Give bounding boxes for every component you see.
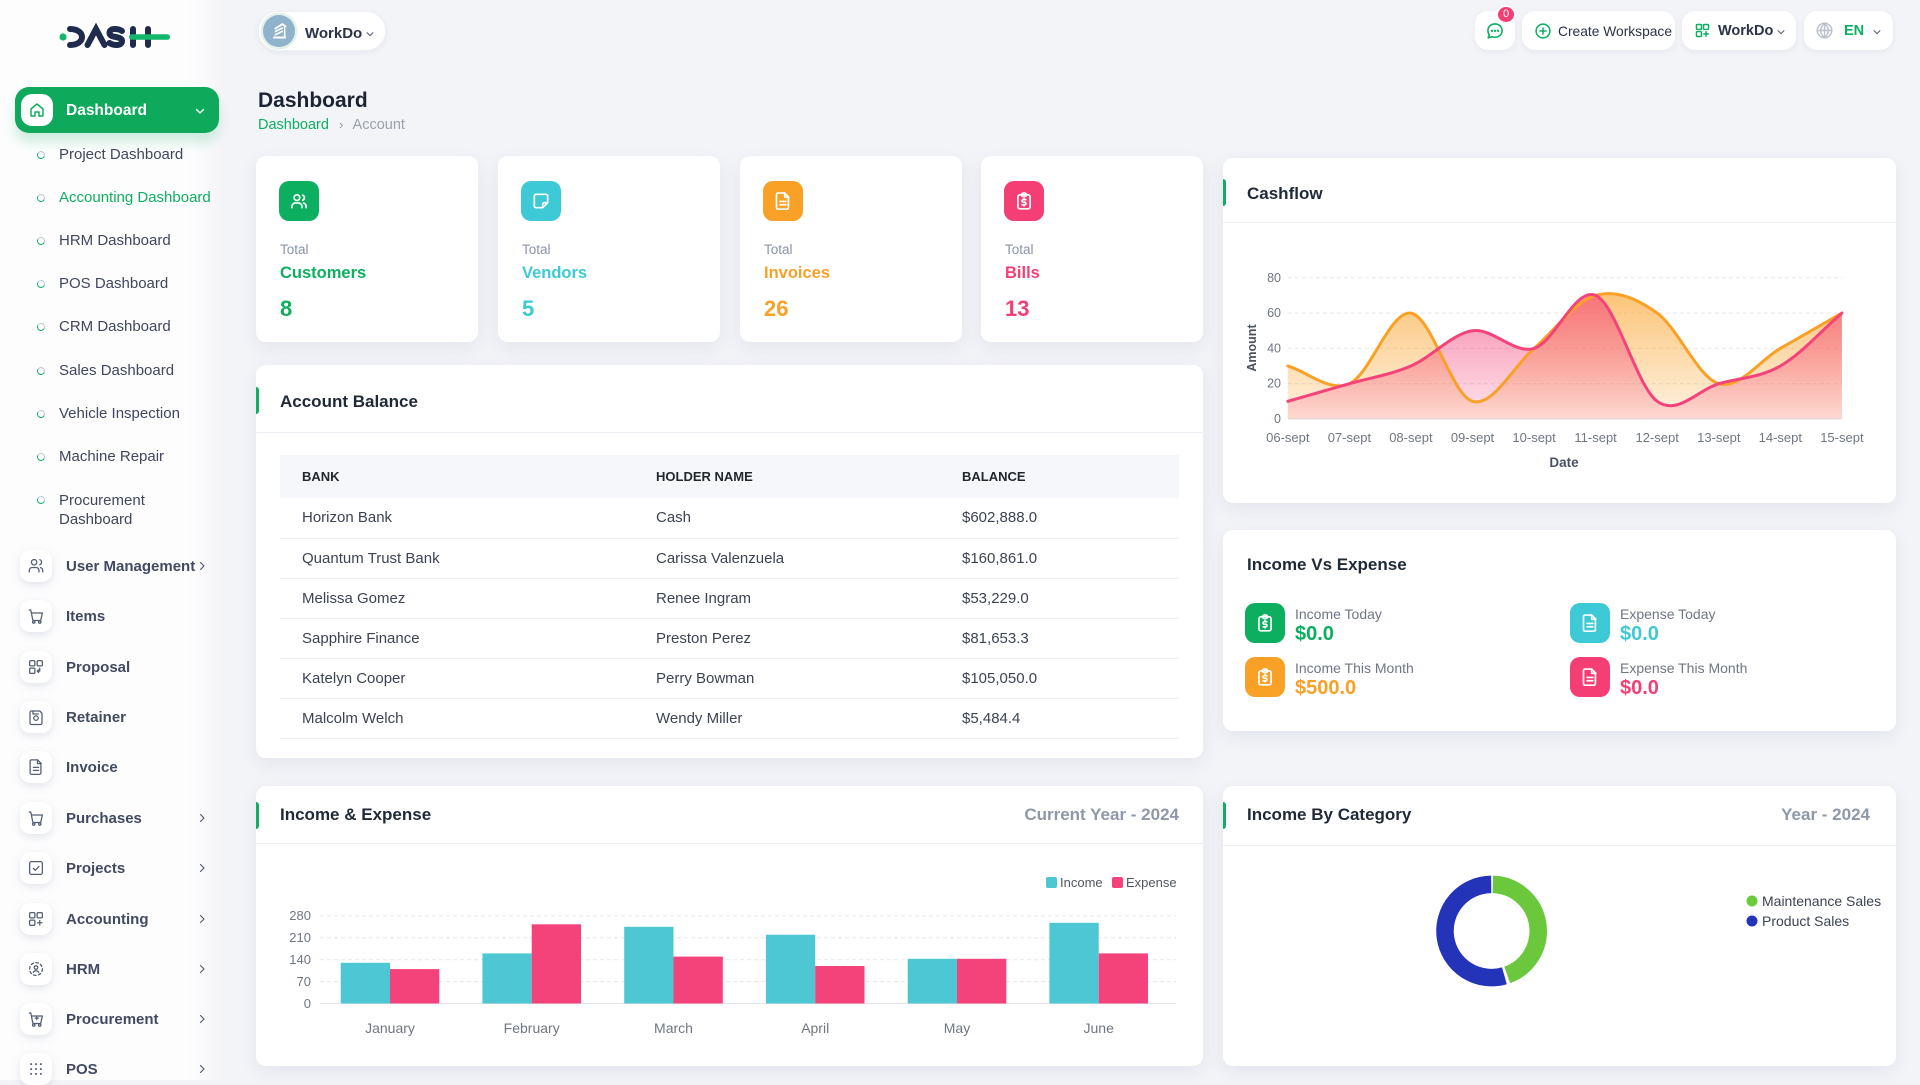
svg-text:0: 0: [304, 996, 311, 1011]
svg-text:Amount: Amount: [1245, 324, 1259, 372]
svg-text:60: 60: [1267, 306, 1281, 320]
svg-text:13-sept: 13-sept: [1697, 430, 1741, 445]
svg-text:Income: Income: [1060, 875, 1103, 890]
svg-text:12-sept: 12-sept: [1636, 430, 1680, 445]
svg-text:140: 140: [289, 952, 311, 967]
svg-text:09-sept: 09-sept: [1451, 430, 1495, 445]
svg-text:06-sept: 06-sept: [1266, 430, 1310, 445]
svg-text:March: March: [654, 1020, 693, 1036]
svg-text:April: April: [801, 1020, 829, 1036]
svg-text:Product Sales: Product Sales: [1762, 913, 1849, 929]
svg-text:280: 280: [289, 908, 311, 923]
svg-text:20: 20: [1267, 377, 1281, 391]
svg-text:0: 0: [1274, 412, 1281, 426]
svg-text:June: June: [1084, 1020, 1115, 1036]
svg-text:May: May: [944, 1020, 970, 1036]
svg-text:January: January: [365, 1020, 415, 1036]
svg-text:Maintenance Sales: Maintenance Sales: [1762, 893, 1881, 909]
svg-text:Expense: Expense: [1126, 875, 1177, 890]
svg-text:10-sept: 10-sept: [1512, 430, 1556, 445]
svg-text:11-sept: 11-sept: [1574, 430, 1617, 445]
svg-text:80: 80: [1267, 271, 1281, 285]
svg-text:70: 70: [297, 974, 311, 989]
svg-text:February: February: [504, 1020, 560, 1036]
svg-text:08-sept: 08-sept: [1389, 430, 1433, 445]
svg-text:40: 40: [1267, 341, 1281, 355]
svg-text:210: 210: [289, 930, 311, 945]
svg-text:Date: Date: [1549, 455, 1579, 470]
svg-text:15-sept: 15-sept: [1820, 430, 1864, 445]
svg-text:14-sept: 14-sept: [1759, 430, 1803, 445]
svg-text:07-sept: 07-sept: [1328, 430, 1372, 445]
